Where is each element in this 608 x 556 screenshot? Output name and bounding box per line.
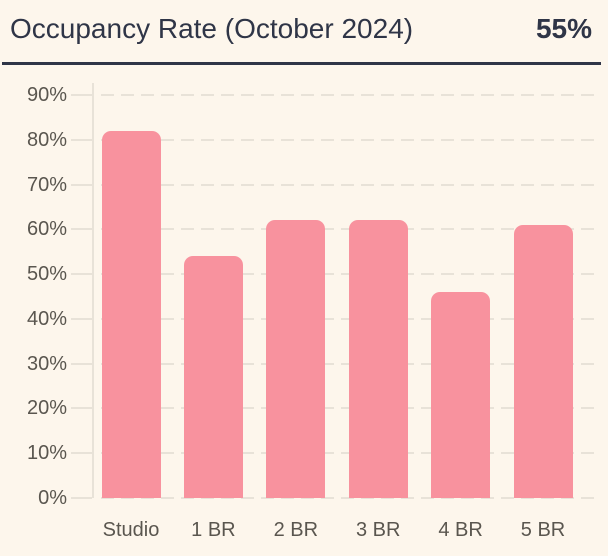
bar <box>513 224 573 498</box>
gridline <box>94 497 600 499</box>
card-header: Occupancy Rate (October 2024) 55% <box>10 12 592 46</box>
y-axis-label: 30% <box>26 352 67 375</box>
y-axis-tick <box>71 273 92 276</box>
bar <box>348 220 408 498</box>
gridline <box>94 273 600 276</box>
bar <box>266 220 326 498</box>
x-axis-label: Studio <box>102 519 160 541</box>
gridline <box>94 94 600 96</box>
y-axis-label: 50% <box>26 263 67 286</box>
gridline <box>94 228 600 231</box>
x-axis-label: 1 BR <box>191 519 236 541</box>
y-axis-tick <box>71 317 92 320</box>
y-axis-tick <box>71 407 92 410</box>
y-axis-tick <box>71 497 92 499</box>
gridline <box>94 407 600 410</box>
y-axis-label: 0% <box>38 487 67 509</box>
bar <box>101 130 161 498</box>
gridline <box>94 183 600 186</box>
gridline <box>94 362 600 365</box>
y-axis-label: 40% <box>26 307 67 330</box>
x-axis-label: 2 BR <box>273 519 319 541</box>
y-axis-tick <box>71 362 92 365</box>
plot-area: 0% 10% 20% 30% 40% 50% 60% 70% 80% 90% Studio 1 BR 2… <box>27 83 600 540</box>
chart-title: Occupancy Rate (October 2024) <box>10 13 414 44</box>
y-axis-tick <box>71 228 92 231</box>
gridline <box>94 317 600 320</box>
gridline <box>94 138 600 141</box>
y-axis-label: 20% <box>26 397 67 420</box>
x-axis-label: 4 BR <box>438 519 483 541</box>
y-axis-label: 60% <box>26 218 67 241</box>
y-axis-line <box>92 83 94 498</box>
header-divider <box>2 62 601 65</box>
y-axis-tick <box>71 138 92 141</box>
y-axis-label: 90% <box>26 84 67 106</box>
y-axis-label: 10% <box>26 442 67 465</box>
bar <box>431 292 491 498</box>
y-axis-tick <box>71 183 92 186</box>
y-axis-label: 70% <box>26 173 67 196</box>
gridline <box>94 452 600 455</box>
y-axis-tick <box>71 452 92 455</box>
bar <box>183 256 243 498</box>
x-axis-label: 3 BR <box>355 519 401 541</box>
y-axis-label: 80% <box>26 128 67 151</box>
summary-value: 55% <box>535 13 592 44</box>
x-axis-label: 5 BR <box>520 519 566 541</box>
y-axis-tick <box>71 94 92 96</box>
